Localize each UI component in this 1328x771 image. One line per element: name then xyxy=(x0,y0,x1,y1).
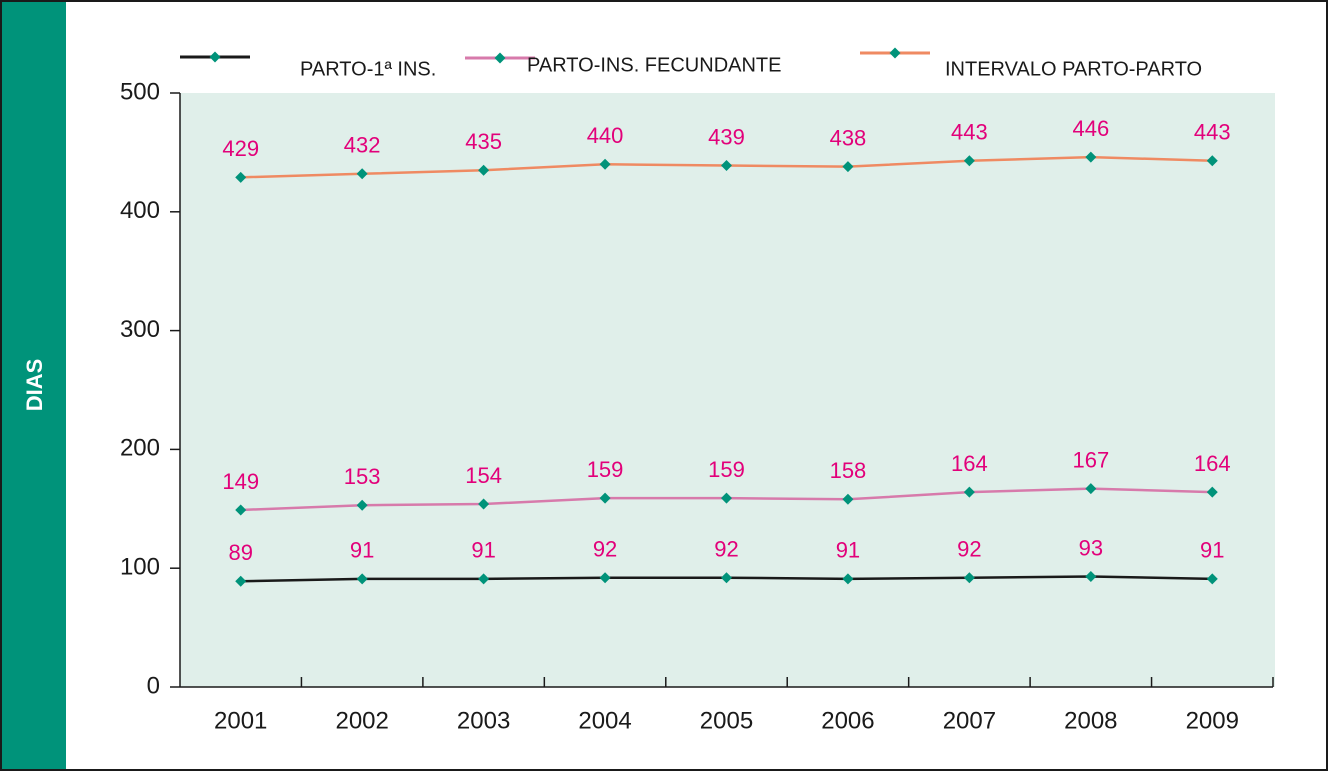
x-tick-label: 2006 xyxy=(821,707,874,734)
side-band xyxy=(2,2,66,769)
y-tick-label: 200 xyxy=(120,435,160,462)
point xyxy=(721,159,732,171)
point xyxy=(842,573,854,585)
value-label: 91 xyxy=(1200,538,1224,563)
value-label: 159 xyxy=(708,457,745,482)
point xyxy=(478,573,490,585)
value-label: 164 xyxy=(1194,451,1231,476)
y-tick-label: 100 xyxy=(120,554,160,581)
value-label: 91 xyxy=(836,538,860,563)
legend-marker xyxy=(209,51,221,63)
point xyxy=(478,498,490,510)
plot-area xyxy=(180,93,1275,687)
x-tick-label: 2007 xyxy=(943,707,996,734)
value-label: 446 xyxy=(1072,116,1109,141)
point xyxy=(599,158,611,170)
value-label: 439 xyxy=(708,124,745,149)
value-label: 429 xyxy=(222,136,259,161)
point xyxy=(1206,573,1218,585)
value-label: 154 xyxy=(465,463,502,488)
legend-marker xyxy=(889,47,901,59)
x-tick-label: 2005 xyxy=(700,707,753,734)
value-label: 432 xyxy=(344,133,381,158)
legend-marker xyxy=(494,52,506,64)
point xyxy=(1085,483,1097,495)
point xyxy=(599,492,611,504)
point xyxy=(356,168,368,180)
value-label: 92 xyxy=(593,537,617,562)
point xyxy=(842,161,854,173)
value-label: 438 xyxy=(830,125,867,150)
point xyxy=(1085,571,1097,583)
point xyxy=(721,492,732,504)
point xyxy=(1085,151,1097,163)
point xyxy=(963,572,975,584)
x-tick-label: 2003 xyxy=(457,707,510,734)
x-tick-label: 2001 xyxy=(214,707,267,734)
value-label: 167 xyxy=(1072,447,1109,472)
point xyxy=(1206,155,1218,167)
value-label: 153 xyxy=(344,464,381,489)
value-label: 159 xyxy=(587,457,624,482)
value-label: 89 xyxy=(228,540,252,565)
value-label: 91 xyxy=(350,538,374,563)
value-label: 158 xyxy=(830,458,867,483)
point xyxy=(963,155,975,167)
value-label: 149 xyxy=(222,469,259,494)
y-tick-label: 500 xyxy=(120,78,160,105)
value-label: 443 xyxy=(1194,120,1231,145)
x-tick-label: 2008 xyxy=(1064,707,1117,734)
value-label: 91 xyxy=(471,538,495,563)
value-label: 93 xyxy=(1079,535,1103,560)
value-label: 440 xyxy=(587,123,624,148)
point xyxy=(235,171,247,183)
legend-label: PARTO-INS. FECUNDANTE xyxy=(527,54,781,76)
point xyxy=(963,486,975,498)
y-tick-label: 300 xyxy=(120,316,160,343)
legend-label: INTERVALO PARTO-PARTO xyxy=(945,58,1202,80)
point xyxy=(356,573,368,585)
value-label: 92 xyxy=(714,537,738,562)
value-label: 443 xyxy=(951,120,988,145)
value-label: 435 xyxy=(465,129,502,154)
value-label: 164 xyxy=(951,451,988,476)
y-axis-label: DIAS xyxy=(22,359,47,412)
point xyxy=(235,575,247,587)
y-tick-label: 400 xyxy=(120,197,160,224)
point xyxy=(478,164,490,176)
point xyxy=(1206,486,1218,498)
x-tick-label: 2009 xyxy=(1186,707,1239,734)
y-tick-label: 0 xyxy=(147,672,160,699)
point xyxy=(842,493,854,505)
legend-label: PARTO-1ª INS. xyxy=(300,58,436,80)
x-tick-label: 2002 xyxy=(335,707,388,734)
value-label: 92 xyxy=(957,537,981,562)
point xyxy=(721,572,732,584)
point xyxy=(356,499,368,511)
x-tick-label: 2004 xyxy=(578,707,631,734)
point xyxy=(599,572,611,584)
point xyxy=(235,504,247,516)
